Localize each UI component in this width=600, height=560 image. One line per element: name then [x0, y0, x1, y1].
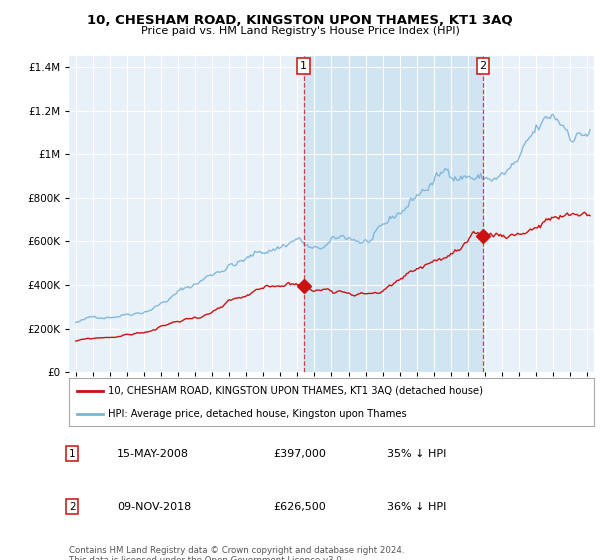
Text: 35% ↓ HPI: 35% ↓ HPI — [387, 449, 446, 459]
Text: 1: 1 — [69, 449, 76, 459]
Text: 10, CHESHAM ROAD, KINGSTON UPON THAMES, KT1 3AQ (detached house): 10, CHESHAM ROAD, KINGSTON UPON THAMES, … — [109, 386, 484, 396]
Text: 2: 2 — [479, 60, 487, 71]
Text: 10, CHESHAM ROAD, KINGSTON UPON THAMES, KT1 3AQ: 10, CHESHAM ROAD, KINGSTON UPON THAMES, … — [87, 14, 513, 27]
Text: £626,500: £626,500 — [273, 502, 326, 512]
Text: £397,000: £397,000 — [273, 449, 326, 459]
Text: 15-MAY-2008: 15-MAY-2008 — [117, 449, 189, 459]
Text: 2: 2 — [69, 502, 76, 512]
Text: 36% ↓ HPI: 36% ↓ HPI — [387, 502, 446, 512]
Bar — [304, 56, 483, 372]
Text: 09-NOV-2018: 09-NOV-2018 — [117, 502, 191, 512]
Text: Contains HM Land Registry data © Crown copyright and database right 2024.
This d: Contains HM Land Registry data © Crown c… — [69, 546, 404, 560]
Text: HPI: Average price, detached house, Kingston upon Thames: HPI: Average price, detached house, King… — [109, 409, 407, 419]
Text: Price paid vs. HM Land Registry's House Price Index (HPI): Price paid vs. HM Land Registry's House … — [140, 26, 460, 36]
Text: 1: 1 — [300, 60, 307, 71]
